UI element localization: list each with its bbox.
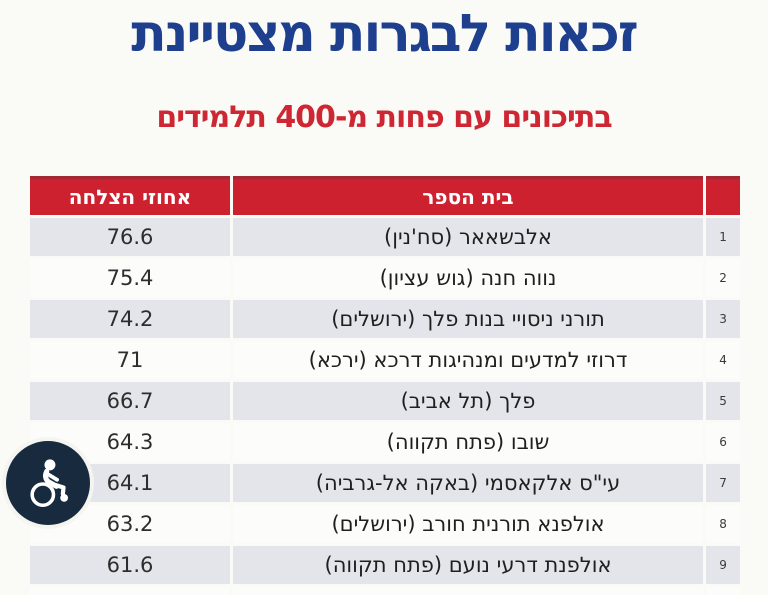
school-cell: עי"ס אלקאסמי (באקה אל-גרביה) (233, 464, 703, 502)
results-table: בית הספר אחוזי הצלחה 1 אלבשאאר (סח'נין) 76… (30, 176, 740, 595)
percent-cell: 74.2 (30, 300, 230, 338)
table-row: 4 דרוזי למדעים ומנהיגות דרכא (ירכא) 71 (30, 341, 740, 379)
table-row: 1 אלבשאאר (סח'נין) 76.6 (30, 218, 740, 256)
school-cell: אולפנת דרעי נועם (פתח תקווה) (233, 546, 703, 584)
school-cell: פלך (תל אביב) (233, 382, 703, 420)
accessibility-widget-button[interactable] (2, 437, 94, 529)
rank-column-header (706, 176, 740, 215)
percent-cell: 76.6 (30, 218, 230, 256)
table-row-partial (30, 587, 740, 595)
school-cell: אולפנא תורנית חורב (ירושלים) (233, 505, 703, 543)
school-cell: שובו (פתח תקווה) (233, 423, 703, 461)
school-cell: דרוזי למדעים ומנהיגות דרכא (ירכא) (233, 341, 703, 379)
school-cell: אלבשאאר (סח'נין) (233, 218, 703, 256)
rank-cell: 2 (706, 259, 740, 297)
percent-cell: 61.6 (30, 546, 230, 584)
rank-cell: 6 (706, 423, 740, 461)
table-row: 7 עי"ס אלקאסמי (באקה אל-גרביה) 64.1 (30, 464, 740, 502)
rank-cell: 7 (706, 464, 740, 502)
rank-cell: 4 (706, 341, 740, 379)
percent-cell: 75.4 (30, 259, 230, 297)
rank-cell: 8 (706, 505, 740, 543)
table-header-row: בית הספר אחוזי הצלחה (30, 176, 740, 215)
school-column-header: בית הספר (233, 176, 703, 215)
table-row: 2 נווה חנה (גוש עציון) 75.4 (30, 259, 740, 297)
wheelchair-icon (17, 452, 79, 514)
page-subtitle: בתיכונים עם פחות מ-400 תלמידים (156, 100, 612, 135)
rank-cell: 5 (706, 382, 740, 420)
rank-cell: 9 (706, 546, 740, 584)
table-row: 5 פלך (תל אביב) 66.7 (30, 382, 740, 420)
school-cell: תורני ניסויי בנות פלך (ירושלים) (233, 300, 703, 338)
percent-cell: 66.7 (30, 382, 230, 420)
rank-cell: 3 (706, 300, 740, 338)
percent-cell: 71 (30, 341, 230, 379)
table-row: 8 אולפנא תורנית חורב (ירושלים) 63.2 (30, 505, 740, 543)
school-cell: נווה חנה (גוש עציון) (233, 259, 703, 297)
table-row: 9 אולפנת דרעי נועם (פתח תקווה) 61.6 (30, 546, 740, 584)
percent-column-header: אחוזי הצלחה (30, 176, 230, 215)
rank-cell: 1 (706, 218, 740, 256)
table-row: 6 שובו (פתח תקווה) 64.3 (30, 423, 740, 461)
page-title: זכאות לבגרות מצטיינת (131, 4, 638, 64)
table-row: 3 תורני ניסויי בנות פלך (ירושלים) 74.2 (30, 300, 740, 338)
